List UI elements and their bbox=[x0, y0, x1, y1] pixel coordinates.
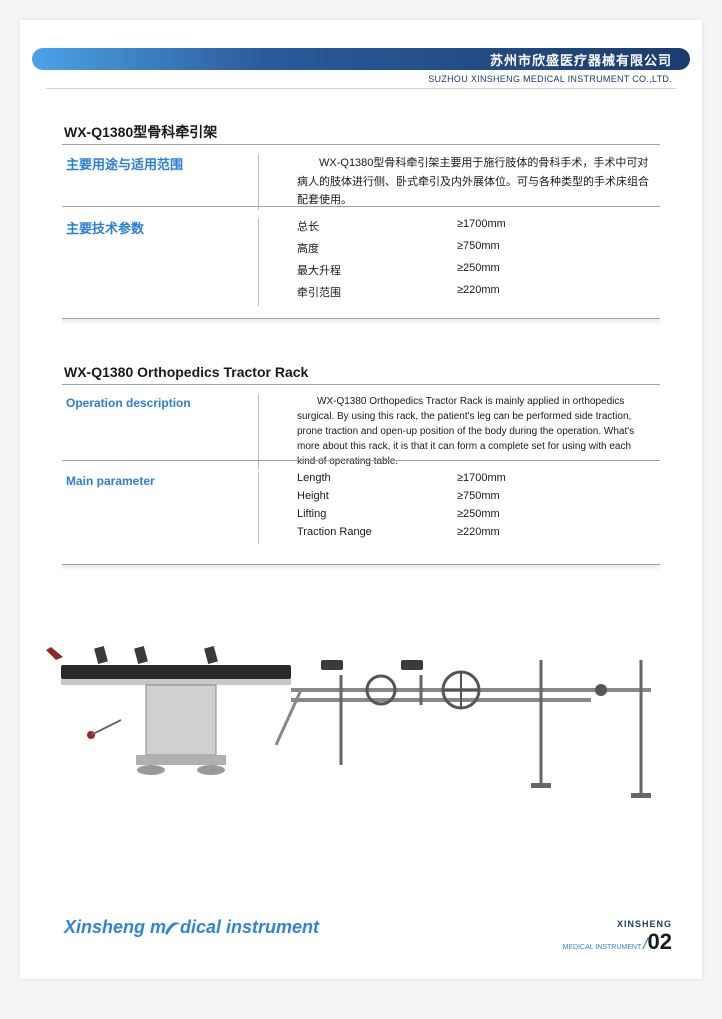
header-rule bbox=[46, 88, 676, 89]
param-item: Length≥1700mm bbox=[297, 472, 652, 484]
param-item: 最大升程≥250mm bbox=[297, 262, 652, 278]
usage-row-cn: 主要用途与适用范围 WX-Q1380型骨科牵引架主要用于施行肢体的骨科手术，手术… bbox=[62, 154, 660, 210]
param-item: Height≥750mm bbox=[297, 490, 652, 502]
header-bar: 苏州市欣盛医疗器械有限公司 bbox=[32, 48, 690, 70]
usage-text-en: WX-Q1380 Orthopedics Tractor Rack is mai… bbox=[297, 394, 652, 469]
page-number: XINSHENG MEDICAL INSTRUMENT /02 bbox=[563, 919, 672, 955]
page-footer: Xinsheng mdical instrument XINSHENG MEDI… bbox=[64, 915, 672, 955]
product-image bbox=[38, 600, 684, 830]
param-item: 高度≥750mm bbox=[297, 240, 652, 256]
company-name-en: SUZHOU XINSHENG MEDICAL INSTRUMENT CO.,L… bbox=[428, 74, 672, 84]
rule bbox=[62, 206, 660, 207]
param-label-cn: 主要技术参数 bbox=[66, 221, 144, 236]
usage-text-cn: WX-Q1380型骨科牵引架主要用于施行肢体的骨科手术，手术中可对病人的肢体进行… bbox=[297, 154, 652, 210]
rule bbox=[62, 384, 660, 385]
section-rule bbox=[62, 318, 660, 319]
usage-label-cn: 主要用途与适用范围 bbox=[66, 157, 183, 172]
company-name-cn: 苏州市欣盛医疗器械有限公司 bbox=[490, 50, 672, 69]
param-item: 总长≥1700mm bbox=[297, 218, 652, 234]
param-item: Traction Range≥220mm bbox=[297, 526, 652, 538]
product-title-en: WX-Q1380 Orthopedics Tractor Rack bbox=[64, 364, 308, 380]
param-item: Lifting≥250mm bbox=[297, 508, 652, 520]
param-table-cn: 总长≥1700mm 高度≥750mm 最大升程≥250mm 牵引范围≥220mm bbox=[297, 218, 652, 300]
section-rule bbox=[62, 564, 660, 565]
param-label-en: Main parameter bbox=[66, 474, 155, 488]
param-table-en: Length≥1700mm Height≥750mm Lifting≥250mm… bbox=[297, 472, 652, 538]
rule bbox=[62, 144, 660, 145]
footer-brand: Xinsheng mdical instrument bbox=[64, 917, 319, 937]
usage-row-en: Operation description WX-Q1380 Orthopedi… bbox=[62, 394, 660, 469]
product-title-cn: WX-Q1380型骨科牵引架 bbox=[64, 122, 217, 142]
usage-label-en: Operation description bbox=[66, 396, 191, 410]
param-row-en: Main parameter Length≥1700mm Height≥750m… bbox=[62, 472, 660, 544]
param-item: 牵引范围≥220mm bbox=[297, 284, 652, 300]
param-row-cn: 主要技术参数 总长≥1700mm 高度≥750mm 最大升程≥250mm 牵引范… bbox=[62, 218, 660, 306]
rule bbox=[62, 460, 660, 461]
